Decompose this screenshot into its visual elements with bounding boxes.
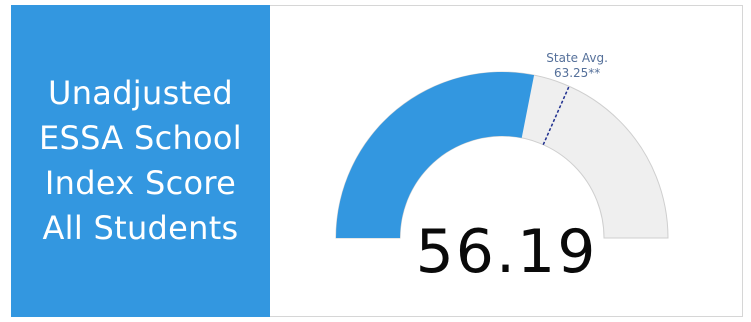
gauge-chart: State Avg. 63.25** — [335, 51, 669, 239]
metric-title-line-3: Index Score — [44, 164, 237, 202]
state-avg-marker — [542, 85, 570, 146]
gauge-fill — [336, 72, 535, 238]
score-gauge: State Avg. 63.25** 56.19 — [270, 5, 743, 317]
score-value: 56.19 — [415, 217, 598, 287]
metric-title: Unadjusted ESSA School Index Score All S… — [39, 71, 242, 251]
metric-title-line-4: All Students — [42, 209, 239, 247]
metric-title-line-1: Unadjusted — [47, 74, 233, 112]
metric-title-line-2: ESSA School — [38, 119, 243, 157]
metric-title-panel: Unadjusted ESSA School Index Score All S… — [11, 5, 270, 317]
state-avg-value: 63.25** — [554, 66, 600, 80]
state-avg-label: State Avg. — [546, 51, 608, 65]
